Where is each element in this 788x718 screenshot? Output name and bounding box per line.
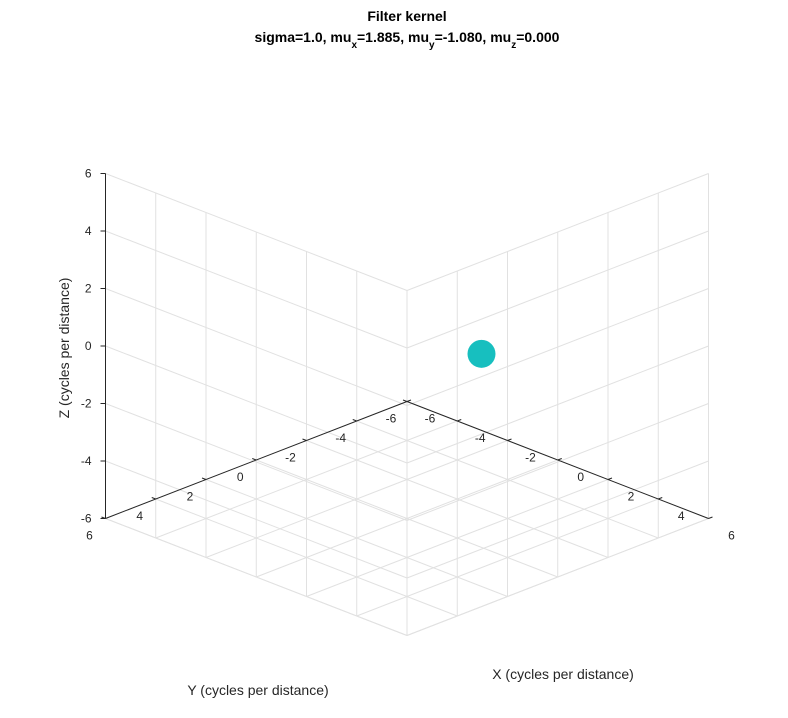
grid-line: [105, 288, 408, 406]
z-tick-label: 6: [85, 167, 92, 181]
grid-line: [105, 403, 408, 521]
y-tick-mark: [302, 438, 307, 441]
x-tick-mark: [607, 477, 613, 480]
subtitle-subscript: y: [429, 40, 435, 51]
data-points: [467, 339, 496, 368]
y-tick-label: -2: [285, 451, 296, 465]
grid-line: [105, 230, 408, 349]
z-tick-label: 2: [85, 282, 92, 296]
y-tick-label: 4: [136, 509, 143, 523]
x-tick-mark: [557, 458, 562, 461]
y-tick-mark: [402, 399, 408, 402]
x-tick-label: 0: [577, 470, 584, 484]
tick-labels: -6 -4 -2 0 2 4 6 -6 -4 -2 0 2 4 6 -6 -4 -2 0 2 4 6: [81, 167, 735, 543]
x-tick-label: 6: [728, 529, 735, 543]
x-tick-label: 4: [678, 509, 685, 523]
subtitle-subscript: x: [351, 40, 357, 51]
grid-line: [406, 230, 709, 349]
x-tick-mark: [406, 399, 412, 402]
y-tick-label: 0: [237, 470, 244, 484]
x-tick-label: 2: [628, 490, 635, 504]
z-tick-label: 4: [85, 224, 92, 238]
z-tick-label: 0: [85, 339, 92, 353]
z-tick-label: -2: [81, 397, 92, 411]
z-tick-label: -4: [81, 454, 92, 468]
x-tick-mark: [658, 497, 663, 500]
grid-line: [406, 403, 709, 521]
x-tick-mark: [708, 516, 713, 519]
subtitle-text: sigma=1.0, mu: [255, 29, 352, 45]
grid-line: [406, 173, 709, 291]
y-tick-mark: [201, 477, 207, 480]
grid-line: [406, 288, 709, 406]
x-tick-label: -6: [425, 412, 436, 426]
x-axis-label: X (cycles per distance): [492, 666, 634, 682]
grid-line: [406, 345, 709, 464]
y-tick-mark: [252, 458, 257, 461]
chart-title: Filter kernel: [367, 8, 446, 24]
y-tick-mark: [352, 419, 357, 422]
subtitle-text: =0.000: [516, 29, 559, 45]
y-tick-label: 2: [187, 490, 194, 504]
x-tick-mark: [507, 438, 512, 441]
y-tick-label: -4: [335, 431, 346, 445]
y-axis-label: Y (cycles per distance): [187, 682, 328, 698]
grid-line: [105, 518, 408, 636]
grid-line: [105, 460, 408, 579]
subtitle-text: =1.885, mu: [357, 29, 429, 45]
subtitle-text: =-1.080, mu: [435, 29, 512, 45]
grid-lines: [105, 173, 709, 636]
y-tick-label: 6: [86, 529, 93, 543]
data-point: [467, 339, 496, 368]
subtitle-subscript: z: [511, 40, 516, 51]
x-tick-label: -2: [525, 451, 536, 465]
x-tick-label: -4: [475, 431, 486, 445]
axes: [100, 173, 713, 519]
z-tick-label: -6: [81, 512, 92, 526]
y-tick-label: -6: [386, 412, 397, 426]
grid-line: [105, 173, 408, 291]
grid-line: [406, 518, 709, 636]
x-tick-mark: [457, 419, 462, 422]
y-tick-mark: [151, 497, 156, 500]
grid-line: [406, 460, 709, 579]
grid-line: [105, 345, 408, 464]
z-axis-label: Z (cycles per distance): [56, 278, 72, 419]
chart-subtitle: sigma=1.0, mux=1.885, muy=-1.080, muz=0.…: [255, 29, 560, 51]
